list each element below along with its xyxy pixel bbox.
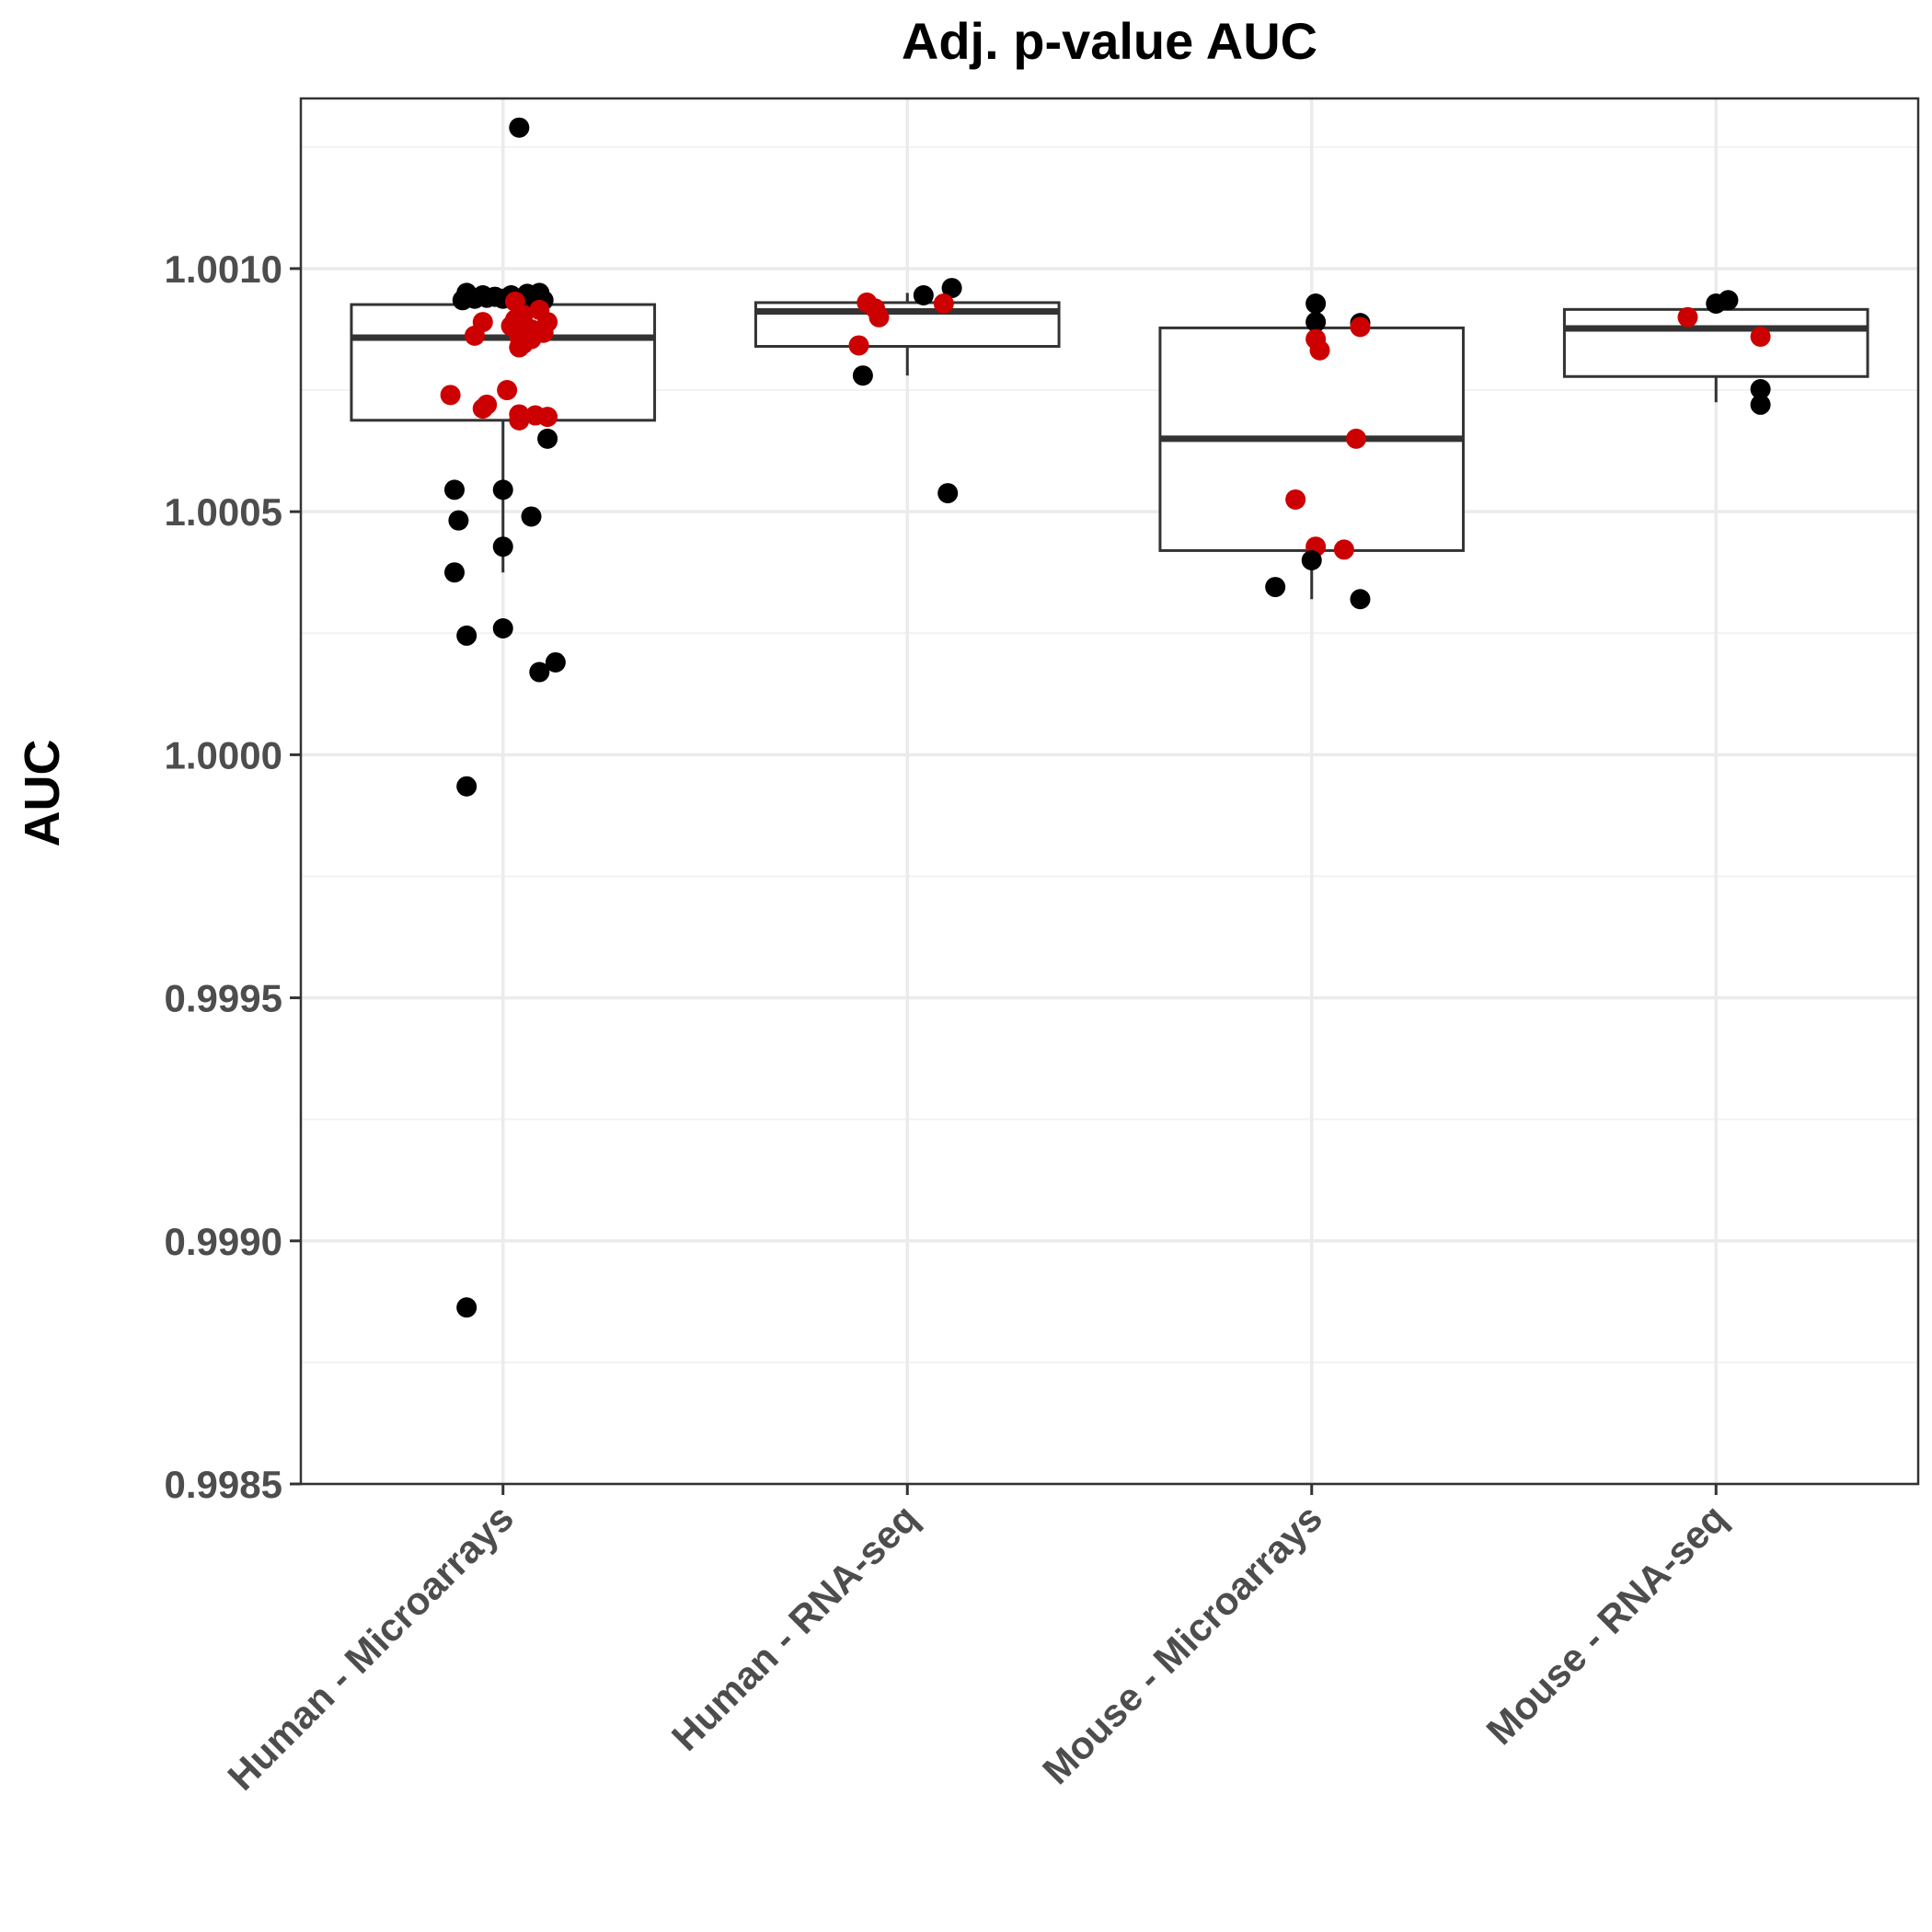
data-point-red <box>868 306 890 328</box>
data-point-red <box>848 335 869 356</box>
box-4 <box>1562 307 1869 378</box>
data-point-black <box>456 625 477 646</box>
x-tick-label: Human - RNA-seq <box>663 1496 926 1759</box>
data-point-black <box>477 287 498 308</box>
data-point-black <box>1706 293 1727 314</box>
data-point-red <box>1333 539 1354 560</box>
data-point-red <box>1309 339 1330 361</box>
data-point-red <box>1285 489 1306 510</box>
y-tick-label: 1.0005 <box>165 490 282 534</box>
data-point-red <box>537 407 558 428</box>
grid-layer <box>301 98 1918 1486</box>
data-point-black <box>1750 378 1771 399</box>
data-point-black <box>492 617 513 638</box>
data-point-black <box>545 651 566 673</box>
data-point-black <box>852 365 873 386</box>
data-point-black <box>509 117 530 138</box>
data-point-black <box>537 428 558 449</box>
x-tick-label: Mouse - RNA-seq <box>1478 1496 1735 1753</box>
data-point-red <box>1677 306 1698 328</box>
data-point-black <box>1265 577 1286 598</box>
data-point-black <box>941 278 962 299</box>
data-point-black <box>1305 312 1327 333</box>
data-point-red <box>1350 316 1371 338</box>
data-point-black <box>529 661 550 683</box>
data-point-red <box>509 337 530 358</box>
point-layer <box>440 117 1771 1318</box>
chart-title: Adj. p-value AUC <box>902 12 1317 70</box>
data-point-black <box>456 1297 477 1318</box>
x-tick-label: Human - Microarrays <box>219 1496 522 1799</box>
data-point-black <box>1350 589 1371 610</box>
y-tick-label: 1.0010 <box>165 247 282 291</box>
data-point-black <box>492 536 513 558</box>
data-point-red <box>464 325 485 346</box>
data-point-red <box>1750 326 1771 347</box>
data-point-black <box>521 506 542 527</box>
data-point-red <box>472 398 493 420</box>
data-point-black <box>1750 394 1771 415</box>
x-tick-label: Mouse - Microarrays <box>1034 1496 1330 1792</box>
box-layer <box>350 293 1869 600</box>
data-point-red <box>933 293 954 314</box>
panel-border <box>299 97 1920 1486</box>
data-point-black <box>444 562 466 583</box>
y-tick-label: 0.9990 <box>165 1220 282 1263</box>
axis-layer: 0.9985 0.9990 0.9995 1.0000 1.0005 1.0010 Huma… <box>165 247 1735 1799</box>
data-point-black <box>444 479 466 500</box>
data-point-red <box>497 380 518 401</box>
data-point-black <box>448 510 469 531</box>
y-tick-label: 1.0000 <box>165 733 282 776</box>
data-point-red <box>440 385 461 406</box>
data-point-black <box>1305 293 1327 314</box>
data-point-red <box>509 409 530 431</box>
data-point-black <box>937 483 959 504</box>
data-point-black <box>913 285 934 306</box>
data-point-red <box>1346 428 1367 449</box>
data-point-black <box>1301 550 1322 570</box>
data-point-black <box>456 776 477 797</box>
y-tick-label: 0.9995 <box>165 977 282 1020</box>
y-tick-label: 0.9985 <box>165 1463 282 1506</box>
data-point-black <box>492 479 513 500</box>
y-axis-title: AUC <box>15 740 70 847</box>
